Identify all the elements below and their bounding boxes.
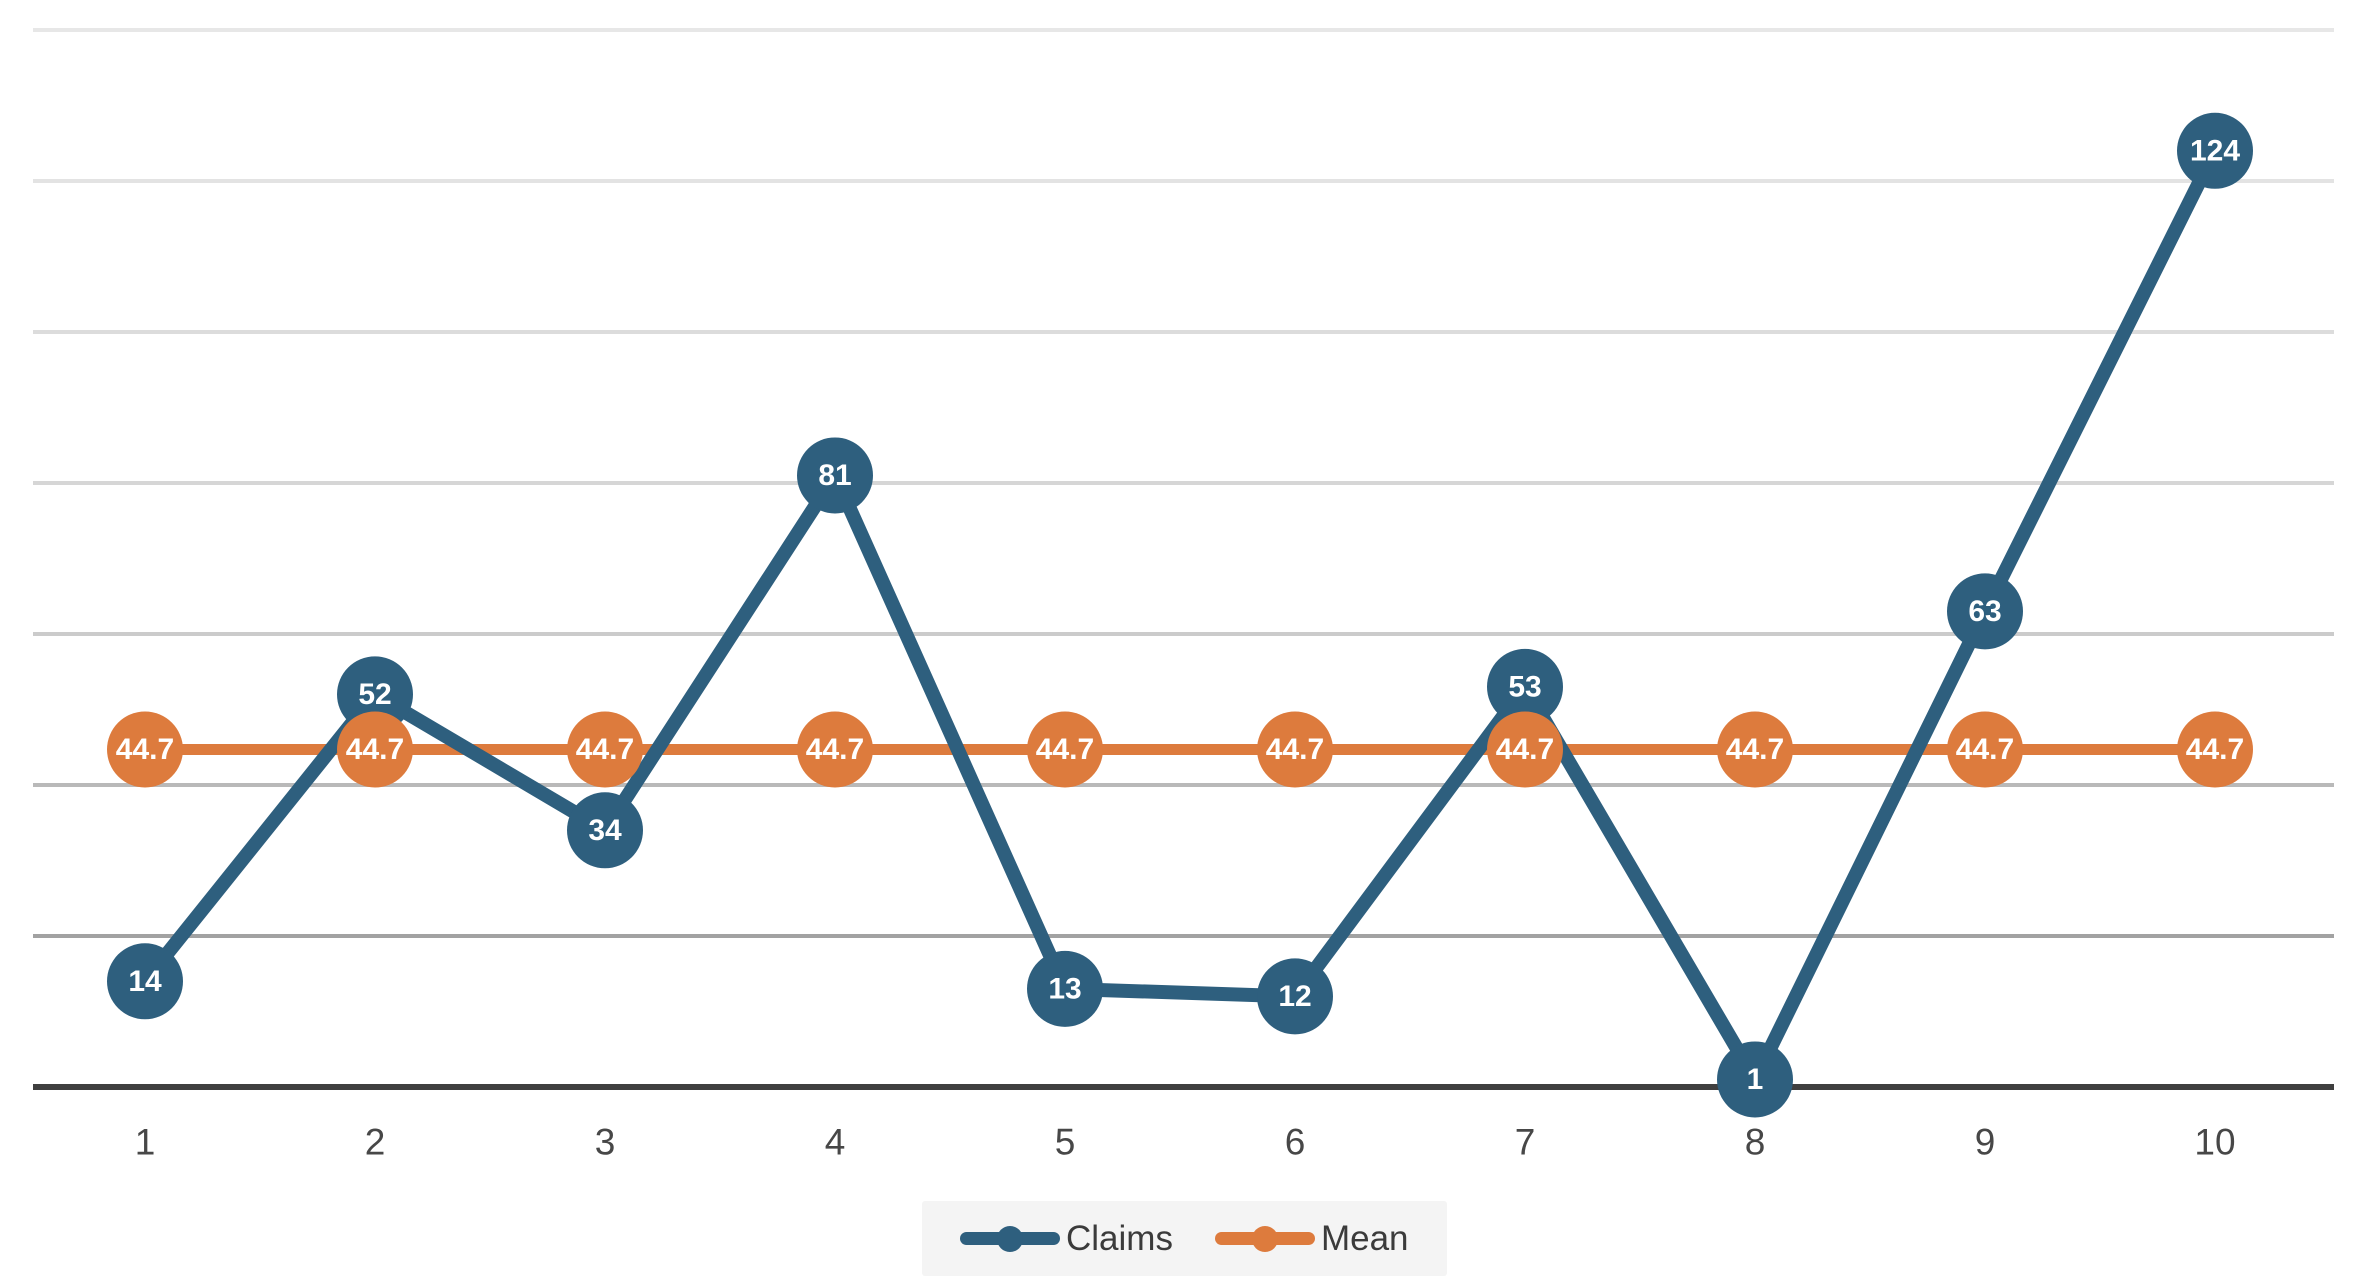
mean-point-marker[interactable]	[797, 711, 873, 788]
mean-point-marker[interactable]	[107, 711, 183, 788]
x-tick-label: 5	[1055, 1122, 1076, 1163]
mean-point-label: 44.7	[1956, 733, 2014, 766]
mean-point-label: 44.7	[1726, 733, 1784, 766]
claims-point-marker[interactable]	[337, 656, 413, 733]
legend-item-claims[interactable]: Claims	[960, 1221, 1173, 1256]
claims-point-marker[interactable]	[1257, 958, 1333, 1035]
claims-line	[138, 143, 2222, 1087]
x-tick-label: 10	[2194, 1122, 2235, 1163]
mean-point-marker[interactable]	[567, 711, 643, 788]
mean-point-marker[interactable]	[1027, 711, 1103, 788]
x-tick-label: 3	[595, 1122, 616, 1163]
mean-point-label: 44.7	[1036, 733, 1094, 766]
mean-point-label: 44.7	[576, 733, 634, 766]
claims-swatch-dot	[997, 1225, 1023, 1252]
claims-point-label: 124	[2190, 134, 2240, 167]
legend: Claims Mean	[922, 1201, 1447, 1276]
legend-item-mean[interactable]: Mean	[1214, 1219, 1409, 1258]
claims-point-label: 34	[588, 814, 622, 847]
mean-point-label: 44.7	[116, 733, 174, 766]
claims-point-marker[interactable]	[1027, 950, 1103, 1027]
claims-point-label: 81	[818, 459, 851, 492]
claims-point-label: 63	[1968, 595, 2001, 628]
claims-point-marker[interactable]	[1487, 648, 1563, 725]
claims-point-marker[interactable]	[107, 943, 183, 1020]
legend-label-mean: Mean	[1320, 1219, 1409, 1258]
mean-swatch-dot	[1251, 1225, 1278, 1252]
claims-point-marker[interactable]	[1947, 573, 2023, 650]
mean-point-label: 44.7	[1496, 733, 1554, 766]
mean-point-marker[interactable]	[337, 711, 413, 788]
mean-point-marker[interactable]	[2177, 711, 2253, 788]
claims-point-label: 14	[128, 965, 162, 998]
mean-point-label: 44.7	[2186, 733, 2244, 766]
x-tick-label: 1	[135, 1122, 156, 1163]
claims-point-label: 13	[1048, 972, 1081, 1005]
mean-point-label: 44.7	[806, 733, 864, 766]
mean-line-swatch	[1214, 1225, 1315, 1252]
mean-point-marker[interactable]	[1257, 711, 1333, 788]
x-tick-label: 7	[1515, 1122, 1536, 1163]
mean-point-marker[interactable]	[1947, 711, 2023, 788]
claims-point-marker[interactable]	[567, 792, 643, 869]
mean-point-marker[interactable]	[1487, 711, 1563, 788]
claims-point-marker[interactable]	[2177, 112, 2253, 189]
x-tick-label: 4	[825, 1122, 846, 1163]
x-tick-label: 2	[365, 1122, 386, 1163]
x-tick-label: 8	[1745, 1122, 1766, 1163]
claims-point-label: 12	[1278, 980, 1311, 1013]
mean-point-label: 44.7	[1266, 733, 1324, 766]
claims-point-label: 53	[1508, 670, 1541, 703]
claims-line-swatch	[960, 1225, 1060, 1252]
claims-point-label: 1	[1747, 1063, 1764, 1096]
x-tick-label: 6	[1285, 1122, 1306, 1163]
mean-point-marker[interactable]	[1717, 711, 1793, 788]
claims-point-label: 52	[358, 678, 391, 711]
mean-point-label: 44.7	[346, 733, 404, 766]
claims-point-marker[interactable]	[1717, 1041, 1793, 1118]
x-tick-label: 9	[1975, 1122, 1996, 1163]
legend-label-claims: Claims	[1066, 1219, 1173, 1258]
claims-point-marker[interactable]	[797, 437, 873, 514]
